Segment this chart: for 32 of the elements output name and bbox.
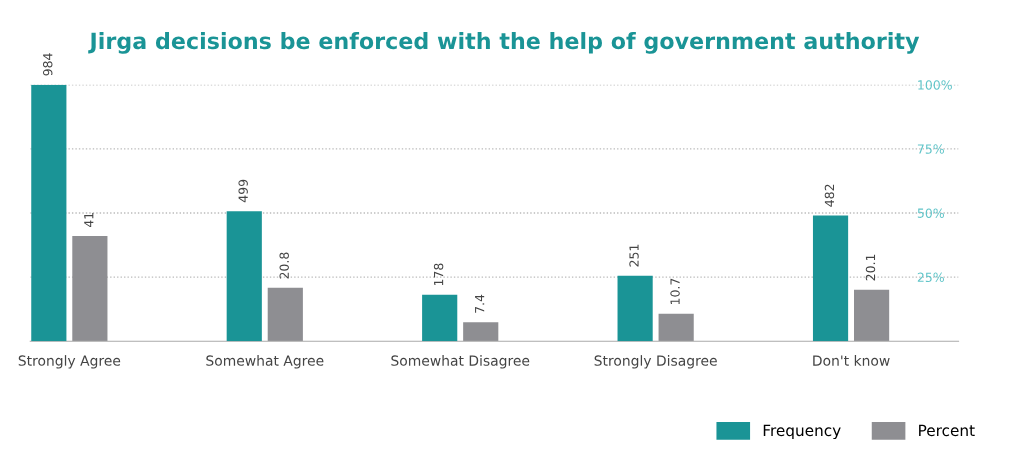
data-label: 499 (238, 179, 248, 203)
bar (267, 287, 303, 342)
bar (658, 313, 694, 342)
x-tick-label: Strongly Agree (18, 355, 121, 369)
x-tick-label: Somewhat Agree (206, 355, 324, 369)
y-tick-label: 25% (917, 272, 944, 283)
data-label: 41 (84, 212, 94, 228)
data-label: 20.1 (865, 254, 876, 281)
data-label: 178 (433, 263, 444, 286)
data-label: 251 (629, 244, 639, 267)
data-label: 482 (824, 184, 835, 207)
y-tick-label: 100% (918, 80, 952, 90)
bar (812, 215, 849, 342)
x-tick-label: Somewhat Disagree (391, 355, 530, 369)
x-tick-label: Strongly Disagree (594, 355, 717, 369)
legend-label: Frequency (763, 424, 841, 440)
y-tick-label: 50% (917, 208, 944, 218)
data-label: 7.4 (475, 294, 485, 313)
data-label: 984 (43, 53, 53, 76)
data-label: 20.8 (279, 252, 289, 279)
y-tick-label: 75% (917, 144, 944, 154)
bar (854, 289, 890, 342)
bar (226, 211, 262, 342)
x-tick-label: Don't know (813, 355, 890, 366)
bar (463, 322, 499, 342)
bar (72, 236, 108, 342)
bar (422, 294, 458, 342)
bar (31, 84, 67, 342)
bar (617, 275, 653, 342)
legend-label: Percent (919, 424, 975, 437)
chart-title: Jirga decisions be enforced with the help of government authority (88, 32, 920, 54)
data-label: 10.7 (670, 278, 680, 305)
